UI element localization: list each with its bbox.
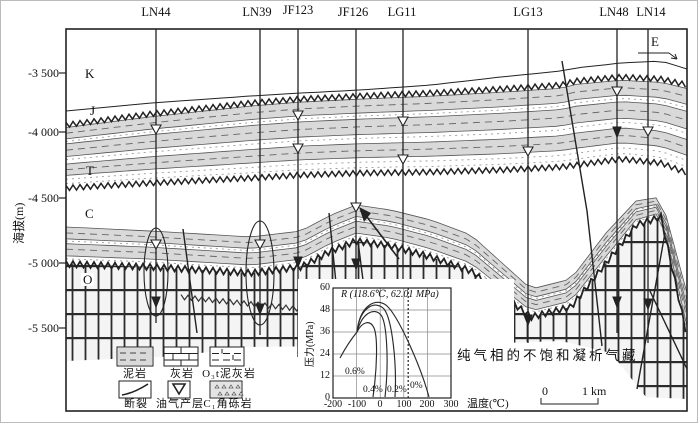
scale-bar-1km: 1 km [582,384,607,398]
legend-swatches [116,346,245,399]
inset-xlabel: 温度(℃) [467,398,509,410]
inset-xtick-100: 100 [396,399,412,410]
inset-ytick-60: 60 [320,282,330,293]
elevation-tick-3500: -3 500 [28,66,59,80]
inset-chart-title: R (118.6℃, 62.01 MPa) [341,289,439,300]
inset-xtick-m200: -200 [323,399,343,410]
well-label-ln14: LN14 [636,5,666,19]
well-label-jf126: JF126 [337,5,369,19]
reservoir-annotation: 纯气相的不饱和凝析气藏 [457,348,639,363]
reservoir-arrow [366,216,400,260]
well-label-lg11: LG11 [387,5,417,19]
well-lines [155,29,649,357]
elevation-tick-4500: -4 500 [28,191,59,205]
legend-label-limestone: 灰岩 [170,368,194,380]
inset-curve-label-04: 0.4% [363,385,383,395]
well-label-ln48: LN48 [599,5,629,19]
elevation-tick-5000: -5 000 [28,256,59,270]
well-label-jf123: JF123 [282,3,314,17]
inset-phase-diagram [298,279,514,413]
section-frame [65,28,688,412]
legend-label-mudstone: 泥岩 [123,368,147,380]
stratum-label-T: T [86,163,94,178]
elevation-tick-4000: -4 000 [28,125,59,139]
inset-ytick-24: 24 [320,348,330,359]
legend-label-pay-zone: 油气产层 [156,398,204,410]
legend-label-marl: O₃t泥灰岩 [202,368,256,380]
stratum-label-K: K [85,66,95,81]
well-label-lg13: LG13 [513,5,543,19]
east-arrow-head [668,52,678,60]
stratum-label-O: O [81,272,95,287]
inset-ylabel: 压力(MPa) [305,321,316,367]
stratum-label-J: J [90,103,96,118]
inset-ytick-12: 12 [320,370,330,381]
scale-bar-zero: 0 [542,384,548,398]
inset-xtick-200: 200 [419,399,435,410]
inset-ytick-48: 48 [320,304,330,315]
east-direction-label: E [651,34,659,49]
pay-zone-ellipse-ln39 [245,220,275,326]
inset-curve-label-0: 0% [410,381,423,391]
scale-bar [540,398,599,405]
stratum-label-C: C [85,206,94,221]
inset-ytick-36: 36 [320,326,330,337]
inset-xtick-m100: -100 [347,399,367,410]
inset-xtick-0: 0 [377,399,383,410]
elevation-axis-title: 海拔(m) [12,202,26,244]
inset-curve-label-02: 0.2% [387,385,407,395]
well-label-ln39: LN39 [242,5,272,19]
legend-label-breccia: C₁角砾岩 [203,398,253,410]
pay-zone-ellipse-ln44 [143,227,169,317]
elevation-tick-5500: -5 500 [28,321,59,335]
legend-label-fault: 断裂 [124,398,148,410]
well-label-ln44: LN44 [141,5,171,19]
inset-ytick-0: 0 [325,392,330,403]
inset-curve-label-06: 0.6% [345,367,365,377]
inset-xtick-300: 300 [443,399,459,410]
